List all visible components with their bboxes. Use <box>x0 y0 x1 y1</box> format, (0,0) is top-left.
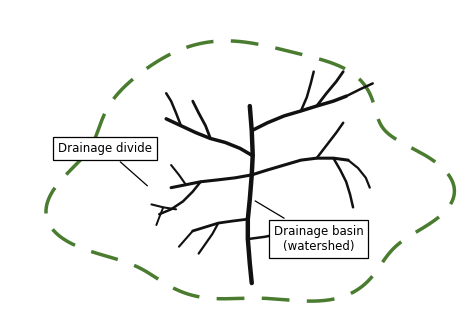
Text: Drainage divide: Drainage divide <box>58 142 152 186</box>
Text: Drainage basin
(watershed): Drainage basin (watershed) <box>255 201 364 253</box>
